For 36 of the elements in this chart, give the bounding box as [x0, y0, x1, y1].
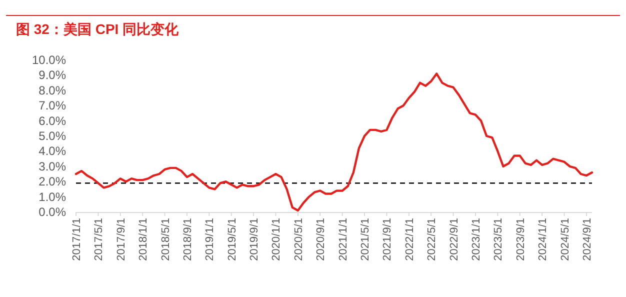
x-tick-label: 2021/9/1	[382, 218, 394, 261]
x-tick-label: 2021/1/1	[337, 218, 350, 261]
x-tick-label: 2017/1/1	[71, 218, 83, 261]
x-tick-label: 2018/1/1	[138, 218, 150, 261]
x-tick-label: 2024/9/1	[581, 218, 594, 261]
y-tick-label: 7.0%	[38, 98, 66, 113]
x-tick-label: 2022/1/1	[404, 218, 416, 261]
y-tick-label: 4.0%	[38, 144, 66, 158]
x-tick-label: 2022/9/1	[448, 218, 460, 261]
x-tick-label: 2023/1/1	[470, 218, 482, 261]
y-tick-label: 2.0%	[38, 174, 66, 189]
y-tick-label: 9.0%	[38, 68, 66, 82]
x-tick-label: 2021/5/1	[360, 218, 372, 261]
y-tick-label: 8.0%	[38, 83, 66, 98]
y-tick-label: 6.0%	[38, 114, 66, 128]
x-tick-label: 2018/5/1	[160, 218, 172, 261]
x-tick-label: 2019/1/1	[204, 218, 216, 261]
x-tick-label: 2017/5/1	[93, 218, 106, 261]
y-tick-label: 10.0%	[32, 53, 66, 67]
x-tick-label: 2017/9/1	[115, 218, 128, 261]
x-tick-label: 2023/9/1	[514, 218, 527, 261]
y-tick-label: 1.0%	[38, 190, 66, 204]
x-tick-label: 2019/9/1	[248, 218, 261, 261]
x-tick-label: 2020/1/1	[270, 218, 283, 261]
x-tick-label: 2023/5/1	[492, 218, 505, 261]
x-tick-label: 2024/1/1	[537, 218, 550, 261]
chart-title: 图 32：美国 CPI 同比变化	[16, 21, 180, 37]
y-tick-label: 3.0%	[38, 159, 66, 174]
x-tick-label: 2019/5/1	[226, 218, 238, 261]
x-tick-label: 2024/5/1	[559, 218, 572, 261]
y-tick-label: 5.0%	[38, 129, 66, 143]
x-tick-label: 2020/5/1	[292, 218, 305, 261]
y-tick-label: 0.0%	[38, 205, 66, 219]
x-tick-label: 2018/9/1	[182, 218, 194, 261]
x-tick-label: 2020/9/1	[315, 218, 328, 261]
x-tick-label: 2022/5/1	[426, 218, 438, 261]
